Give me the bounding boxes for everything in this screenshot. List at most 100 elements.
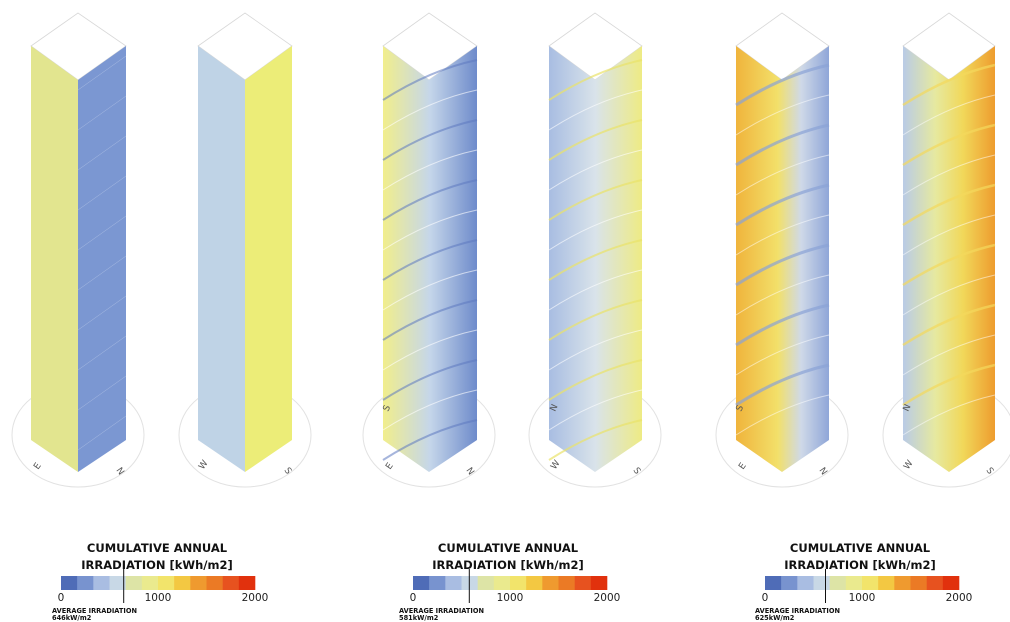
- color-scale-swatch: [125, 576, 143, 590]
- tick-label-1000: 1000: [145, 592, 172, 604]
- color-scale-swatch: [141, 576, 159, 590]
- tower-face-west: [198, 46, 245, 472]
- color-scale-swatch: [158, 576, 175, 590]
- direction-label-south: S: [382, 404, 394, 414]
- tower-twisted-warm-west-south: N W S: [882, 12, 1010, 488]
- twist-fins: [735, 94, 830, 436]
- direction-label-south: S: [282, 466, 294, 477]
- legend-title-line-1: CUMULATIVE ANNUAL: [87, 541, 228, 555]
- direction-label-east: E: [737, 461, 749, 472]
- direction-label-east: E: [384, 461, 396, 472]
- color-scale-swatch: [558, 576, 575, 590]
- color-scale-swatch: [542, 576, 559, 590]
- tick-label-1000: 1000: [849, 592, 876, 604]
- color-scale-swatch: [862, 576, 879, 590]
- tick-label-2000: 2000: [594, 592, 621, 604]
- twist-bands: [548, 59, 643, 461]
- direction-label-north: N: [549, 403, 561, 413]
- color-scale-swatch: [910, 576, 927, 590]
- average-value: 625kW/m2: [755, 614, 795, 622]
- direction-label-south: S: [631, 466, 643, 477]
- color-scale-swatch: [222, 576, 240, 590]
- direction-label-north: N: [114, 466, 126, 477]
- direction-label-north: N: [817, 466, 829, 477]
- direction-label-north: N: [464, 466, 476, 477]
- direction-label-east: E: [32, 461, 44, 472]
- color-scale-swatch: [781, 576, 798, 590]
- color-scale-bar: [413, 576, 608, 590]
- twist-bands: [902, 63, 996, 407]
- average-value: 581kW/m2: [399, 614, 439, 622]
- color-scale-swatch: [590, 576, 608, 590]
- tower-face-south: [245, 46, 292, 472]
- direction-label-south: S: [984, 466, 996, 477]
- color-scale-swatch: [429, 576, 446, 590]
- color-scale-swatch: [190, 576, 207, 590]
- tick-label-2000: 2000: [946, 592, 973, 604]
- color-scale-swatch: [238, 576, 256, 590]
- direction-label-west: W: [197, 459, 210, 472]
- twist-fins: [548, 89, 643, 431]
- color-scale-swatch: [93, 576, 110, 590]
- color-scale-swatch: [574, 576, 592, 590]
- color-scale-swatch: [510, 576, 527, 590]
- direction-label-west: W: [902, 459, 915, 472]
- color-scale-swatch: [942, 576, 960, 590]
- tower-face-east: [31, 46, 78, 472]
- direction-label-south: S: [735, 404, 747, 414]
- tick-label-0: 0: [410, 592, 417, 604]
- color-scale-swatch: [878, 576, 895, 590]
- color-scale-swatch: [206, 576, 223, 590]
- average-label: AVERAGE IRRADIATION: [52, 607, 137, 615]
- tick-label-0: 0: [762, 592, 769, 604]
- legend-title-line-2: IRRADIATION [kWh/m2]: [81, 558, 232, 572]
- color-scale-swatch: [526, 576, 543, 590]
- color-scale-swatch: [797, 576, 814, 590]
- tower-twisted-east-north: S E N: [362, 12, 496, 488]
- direction-label-north: N: [902, 403, 914, 413]
- color-scale-swatch: [77, 576, 94, 590]
- color-scale-swatch: [174, 576, 191, 590]
- legend-title-line-1: CUMULATIVE ANNUAL: [438, 541, 579, 555]
- color-scale-swatch: [413, 576, 430, 590]
- color-scale-swatch: [445, 576, 462, 590]
- color-scale-swatch: [813, 576, 830, 590]
- average-value: 646kW/m2: [52, 614, 92, 622]
- tick-label-0: 0: [58, 592, 65, 604]
- tower-body: [383, 46, 477, 472]
- tower-twisted-warm-east-north: S E N: [715, 12, 849, 488]
- tick-label-2000: 2000: [242, 592, 269, 604]
- average-label: AVERAGE IRRADIATION: [399, 607, 484, 615]
- color-scale-swatch: [926, 576, 944, 590]
- twist-bands: [735, 63, 830, 407]
- legend-title-line-1: CUMULATIVE ANNUAL: [790, 541, 931, 555]
- color-scale-bar: [765, 576, 960, 590]
- tower-twisted-west-south: N W S: [528, 12, 662, 488]
- color-scale-swatch: [61, 576, 78, 590]
- color-scale-swatch: [845, 576, 863, 590]
- face-hatching: [77, 55, 127, 451]
- twist-bands: [382, 59, 478, 461]
- color-scale-swatch: [477, 576, 495, 590]
- color-scale-swatch: [894, 576, 911, 590]
- tower-body: [549, 46, 642, 472]
- direction-label-west: W: [549, 459, 562, 472]
- legend-1: CUMULATIVE ANNUAL IRRADIATION [kWh/m2] 0…: [52, 541, 268, 622]
- color-scale-bar: [61, 576, 256, 590]
- color-scale-swatch: [493, 576, 511, 590]
- tower-west-south: W S: [178, 12, 312, 488]
- twist-fins: [382, 89, 478, 431]
- color-scale-swatch: [109, 576, 126, 590]
- tower-face-north: [78, 46, 126, 472]
- color-scale-swatch: [829, 576, 847, 590]
- twist-fins: [902, 94, 996, 436]
- legend-2: CUMULATIVE ANNUAL IRRADIATION [kWh/m2] 0…: [399, 541, 620, 622]
- legend-3: CUMULATIVE ANNUAL IRRADIATION [kWh/m2] 0…: [755, 541, 972, 622]
- legend-title-line-2: IRRADIATION [kWh/m2]: [432, 558, 583, 572]
- tick-label-1000: 1000: [497, 592, 524, 604]
- average-label: AVERAGE IRRADIATION: [755, 607, 840, 615]
- tower-east-north: E N: [11, 12, 145, 488]
- legend-title-line-2: IRRADIATION [kWh/m2]: [784, 558, 935, 572]
- color-scale-swatch: [765, 576, 782, 590]
